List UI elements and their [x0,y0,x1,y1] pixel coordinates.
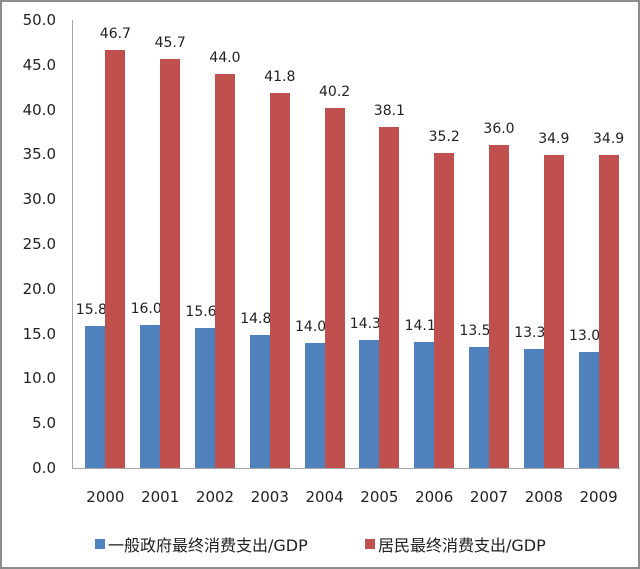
x-tick-label: 2005 [360,488,399,506]
x-tick-label: 2006 [415,488,454,506]
data-label: 14.0 [295,318,327,335]
legend-item-household: 居民最终消费支出/GDP [365,532,546,556]
data-label: 13.5 [459,323,491,340]
bar-government [85,326,106,468]
bar-household [598,155,619,468]
y-axis-line [72,20,73,469]
x-tick-label: 2009 [579,488,618,506]
y-tick-label: 35.0 [22,145,56,164]
x-tick-label: 2003 [250,488,289,506]
y-tick-label: 50.0 [22,11,56,29]
bar-household [269,93,290,468]
data-label: 45.7 [154,34,186,51]
data-label: 14.3 [349,315,381,332]
x-tick-label: 2001 [141,488,180,506]
legend-swatch-red-icon [365,539,375,549]
bar-household [379,126,400,468]
bar-household [324,107,345,468]
legend-item-government: 一般政府最终消费支出/GDP [95,532,308,556]
bar-government [249,335,270,468]
data-label: 34.9 [593,131,625,148]
y-tick-label: 20.0 [22,279,56,298]
bar-government [469,347,489,468]
y-tick-label: 45.0 [22,55,56,74]
y-tick-label: 5.0 [32,414,56,433]
y-tick-label: 15.0 [22,324,56,343]
data-label: 36.0 [483,121,515,138]
data-label: 44.0 [209,49,241,66]
bar-government [304,342,325,468]
y-tick-label: 10.0 [22,369,56,388]
y-tick-label: 25.0 [22,235,56,253]
data-label: 38.1 [373,102,405,119]
x-axis-line [72,468,620,469]
bar-government [578,351,599,468]
x-tick-label: 2008 [524,488,563,506]
data-label: 14.1 [404,317,436,334]
legend-swatch-blue-icon [95,539,105,549]
y-tick-label: 0.0 [32,459,56,477]
y-tick-label: 30.0 [22,190,56,209]
bar-household [160,58,181,468]
data-label: 46.7 [99,25,131,42]
bar-household [489,145,509,468]
bar-government [140,324,161,468]
legend-label: 一般政府最终消费支出/GDP [108,536,308,555]
y-tick-label: 40.0 [22,100,56,119]
data-label: 15.8 [75,302,107,319]
x-tick-label: 2007 [469,488,509,506]
data-label: 16.0 [130,300,162,317]
data-label: 13.0 [569,327,601,344]
bar-government [195,328,215,468]
bar-household [543,155,564,468]
data-label: 40.2 [319,83,351,100]
bar-household [434,152,455,468]
bar-government [414,341,435,468]
bar-household [105,49,126,468]
data-label: 34.9 [538,131,570,148]
data-label: 35.2 [428,128,460,145]
bar-government [523,348,544,468]
data-label: 41.8 [264,69,296,86]
bar-government [359,339,380,468]
legend: 一般政府最终消费支出/GDP 居民最终消费支出/GDP [0,532,640,556]
data-label: 15.6 [185,304,217,321]
data-label: 14.8 [240,311,272,328]
legend-label: 居民最终消费支出/GDP [378,536,546,555]
x-tick-label: 2004 [305,488,344,506]
x-tick-label: 2002 [195,488,235,506]
bar-household [215,73,235,468]
x-tick-label: 2000 [86,488,125,506]
data-label: 13.3 [514,324,546,341]
